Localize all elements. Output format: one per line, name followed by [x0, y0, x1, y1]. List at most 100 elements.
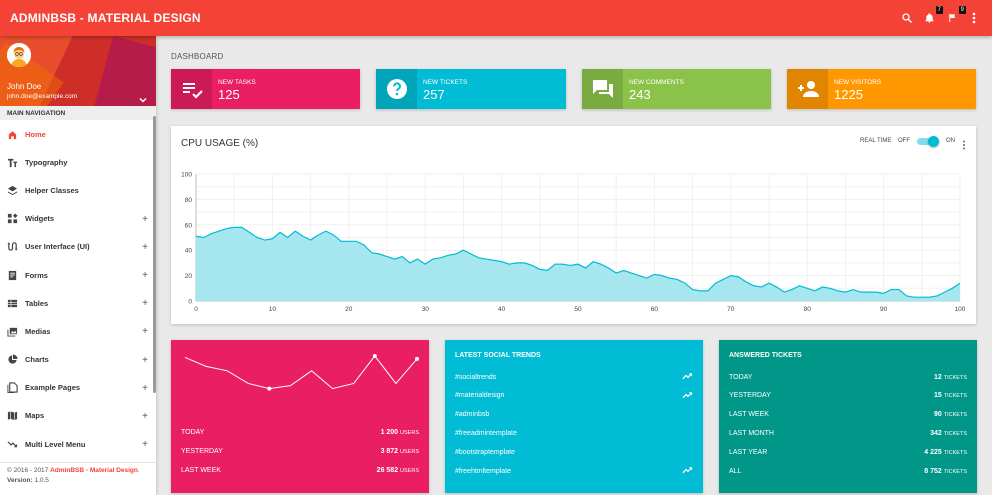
x-tick-label: 70	[727, 306, 735, 313]
sidebar-item-medias[interactable]: Medias +	[0, 317, 156, 345]
stats-row-label: ALL	[729, 467, 742, 475]
sidebar-item-maps[interactable]: Maps +	[0, 402, 156, 430]
realtime-toggle[interactable]	[917, 136, 941, 147]
stats-value-unit: TICKETS	[943, 449, 967, 456]
info-box-new-visitors[interactable]: NEW VISITORS 1225	[787, 69, 976, 109]
media-icon	[7, 326, 18, 337]
cpu-usage-card: CPU USAGE (%) REAL TIME OFF ON 0 10 20 30 40…	[171, 126, 976, 324]
person-add-icon	[787, 69, 828, 109]
sidebar-scrollbar[interactable]	[153, 116, 156, 393]
x-tick-label: 80	[804, 306, 812, 313]
info-box-new-tasks[interactable]: NEW TASKS 125	[171, 69, 360, 109]
forum-icon	[582, 69, 623, 109]
stats-row-label: LAST MONTH	[729, 429, 774, 437]
social-trend-item[interactable]: #materialdesign	[455, 390, 693, 402]
notifications-badge: 7	[935, 6, 943, 14]
sidebar-item-home[interactable]: Home	[0, 120, 156, 148]
stats-value-unit: TICKETS	[943, 374, 967, 381]
widgets-icon	[7, 213, 18, 224]
stats-value-number: 15	[934, 392, 942, 400]
copyright-prefix: © 2016 - 2017	[7, 467, 51, 474]
x-tick-label: 50	[574, 306, 582, 313]
trending-up-icon	[682, 466, 693, 476]
social-trend-item[interactable]: #freeadmintemplate	[455, 427, 693, 439]
social-trends-title: LATEST SOCIAL TRENDS	[455, 352, 541, 359]
sidebar-item-label: Typography	[25, 157, 68, 167]
sparkline-point	[415, 356, 419, 361]
expand-plus-icon: +	[142, 213, 148, 225]
stats-value-number: 342	[930, 429, 942, 437]
stats-row: LAST WEEK 26 582 USERS	[181, 464, 419, 476]
user-avatar[interactable]	[7, 43, 31, 67]
stats-value-number: 3 872	[380, 447, 399, 455]
chevron-down-icon[interactable]	[138, 92, 148, 103]
stats-value-unit: USERS	[400, 448, 419, 455]
stats-row-label: LAST WEEK	[181, 466, 221, 474]
stats-row: TODAY 12 TICKETS	[729, 371, 967, 383]
trending-down-icon	[7, 439, 18, 450]
stats-row: LAST MONTH 342 TICKETS	[729, 427, 967, 439]
sidebar-item-user-interface-ui[interactable]: User Interface (UI) +	[0, 233, 156, 261]
realtime-label: REAL TIME	[860, 138, 892, 144]
sidebar-item-label: Widgets	[25, 214, 55, 224]
social-trend-item[interactable]: #bootstraptemplate	[455, 446, 693, 458]
y-tick-label: 100	[181, 172, 192, 179]
user-email: john.doe@example.com	[7, 93, 78, 100]
sidebar-item-typography[interactable]: Typography	[0, 148, 156, 176]
expand-plus-icon: +	[142, 439, 148, 451]
expand-plus-icon: +	[142, 269, 148, 281]
y-tick-label: 80	[185, 197, 193, 204]
sidebar-item-forms[interactable]: Forms +	[0, 261, 156, 289]
stats-value-unit: TICKETS	[943, 412, 967, 419]
x-tick-label: 100	[955, 306, 966, 313]
info-box-new-comments[interactable]: NEW COMMENTS 243	[582, 69, 771, 109]
brand-title[interactable]: ADMINBSB - MATERIAL DESIGN	[10, 11, 201, 25]
visitors-stats-card: TODAY 1 200 USERS YESTERDAY 3 872 USERS LAST…	[171, 340, 429, 493]
search-icon[interactable]	[898, 9, 916, 27]
info-box-value: 1225	[834, 87, 863, 102]
info-box-value: 125	[218, 87, 240, 102]
realtime-off-label: OFF	[898, 138, 910, 144]
version-value: 1.0.5	[32, 477, 49, 484]
copyright-suffix: .	[137, 467, 140, 474]
sidebar-item-label: Medias	[25, 326, 51, 336]
stats-row-value: 15 TICKETS	[934, 392, 967, 399]
sidebar-item-label: Example Pages	[25, 383, 81, 393]
sidebar-item-widgets[interactable]: Widgets +	[0, 205, 156, 233]
more-vert-icon[interactable]	[965, 9, 983, 27]
info-box-title: NEW VISITORS	[834, 79, 882, 86]
flag-icon[interactable]: 9	[943, 6, 966, 27]
sidebar-item-multi-level-menu[interactable]: Multi Level Menu +	[0, 430, 156, 458]
info-box-new-tickets[interactable]: NEW TICKETS 257	[376, 69, 566, 109]
x-tick-label: 60	[651, 306, 659, 313]
sidebar-item-tables[interactable]: Tables +	[0, 289, 156, 317]
social-trend-item[interactable]: #socialtrends	[455, 371, 693, 383]
social-trends-card: LATEST SOCIAL TRENDS #socialtrends #mater…	[445, 340, 703, 493]
info-box-value: 257	[423, 87, 445, 102]
social-trend-tag: #materialdesign	[455, 392, 505, 400]
sidebar-item-label: Helper Classes	[25, 185, 79, 195]
info-box-title: NEW TICKETS	[423, 79, 468, 86]
bell-icon[interactable]: 7	[920, 6, 943, 27]
stats-row-label: YESTERDAY	[729, 392, 771, 400]
layers-icon	[7, 185, 18, 196]
realtime-on-label: ON	[946, 138, 955, 144]
tables-icon	[7, 298, 18, 309]
version-label: Version:	[7, 477, 33, 484]
social-trend-item[interactable]: #freehtmltemplate	[455, 465, 693, 477]
more-vert-icon[interactable]	[962, 137, 966, 155]
text-fields-icon	[7, 157, 18, 168]
sidebar-item-charts[interactable]: Charts +	[0, 346, 156, 374]
social-trend-item[interactable]: #adminbsb	[455, 409, 693, 421]
page-title: DASHBOARD	[171, 52, 224, 61]
x-tick-label: 30	[422, 306, 430, 313]
y-tick-label: 20	[185, 273, 193, 280]
sidebar-item-helper-classes[interactable]: Helper Classes	[0, 176, 156, 204]
sidebar-item-example-pages[interactable]: Example Pages +	[0, 374, 156, 402]
expand-plus-icon: +	[142, 298, 148, 310]
stats-row-value: 26 582 USERS	[377, 467, 419, 474]
copyright-link[interactable]: AdminBSB - Material Design	[50, 467, 138, 474]
sidebar-item-label: Maps	[25, 411, 45, 421]
sidebar-menu: Home Typography Helper Classes Widgets + User…	[0, 120, 156, 458]
stats-row-label: LAST WEEK	[729, 411, 769, 419]
